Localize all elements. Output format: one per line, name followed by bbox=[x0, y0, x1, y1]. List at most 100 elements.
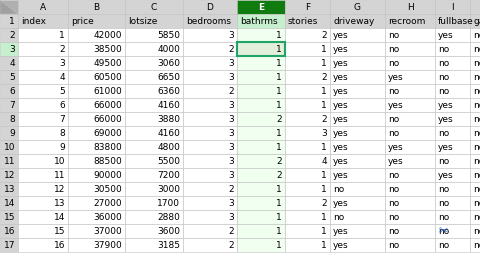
Bar bbox=[285, 140, 330, 154]
Bar bbox=[470, 168, 480, 182]
Bar bbox=[183, 168, 237, 182]
Bar bbox=[285, 14, 330, 28]
Bar bbox=[125, 140, 183, 154]
Bar bbox=[125, 56, 183, 70]
Text: E: E bbox=[258, 2, 264, 12]
Text: 69000: 69000 bbox=[93, 129, 122, 137]
Text: no: no bbox=[388, 45, 399, 53]
Text: 11: 11 bbox=[53, 170, 65, 180]
Text: no: no bbox=[438, 129, 449, 137]
Text: yes: yes bbox=[438, 114, 454, 123]
Text: 66000: 66000 bbox=[93, 114, 122, 123]
Text: 1: 1 bbox=[276, 129, 282, 137]
Text: no: no bbox=[438, 241, 449, 249]
Text: no: no bbox=[388, 198, 399, 208]
Text: 1: 1 bbox=[321, 184, 327, 194]
Bar bbox=[470, 154, 480, 168]
Text: 13: 13 bbox=[53, 198, 65, 208]
Text: 1: 1 bbox=[276, 212, 282, 221]
Text: 3880: 3880 bbox=[157, 114, 180, 123]
Text: yes: yes bbox=[333, 143, 348, 151]
Text: 6: 6 bbox=[59, 100, 65, 110]
Bar bbox=[18, 0, 68, 14]
Text: 1: 1 bbox=[321, 143, 327, 151]
Text: yes: yes bbox=[438, 143, 454, 151]
Text: no: no bbox=[438, 59, 449, 68]
Bar bbox=[237, 56, 285, 70]
Bar bbox=[470, 182, 480, 196]
Bar bbox=[470, 98, 480, 112]
Bar bbox=[470, 42, 480, 56]
Text: 2: 2 bbox=[276, 157, 282, 166]
Bar bbox=[183, 84, 237, 98]
Bar bbox=[125, 98, 183, 112]
Bar bbox=[330, 126, 385, 140]
Bar bbox=[285, 70, 330, 84]
Bar bbox=[0, 70, 18, 84]
Bar bbox=[285, 84, 330, 98]
Bar bbox=[0, 14, 18, 28]
Bar bbox=[435, 56, 470, 70]
Text: no: no bbox=[473, 170, 480, 180]
Text: B: B bbox=[94, 2, 99, 12]
Bar bbox=[0, 84, 18, 98]
Bar bbox=[330, 0, 385, 14]
Text: 1: 1 bbox=[9, 16, 15, 25]
Bar bbox=[18, 28, 68, 42]
Bar bbox=[125, 126, 183, 140]
Bar bbox=[285, 112, 330, 126]
Bar bbox=[330, 168, 385, 182]
Bar bbox=[237, 98, 285, 112]
Text: 2: 2 bbox=[228, 86, 234, 96]
Text: 6650: 6650 bbox=[157, 73, 180, 82]
Text: 1: 1 bbox=[276, 100, 282, 110]
Text: driveway: driveway bbox=[333, 16, 374, 25]
Bar bbox=[18, 196, 68, 210]
Bar bbox=[237, 70, 285, 84]
Text: no: no bbox=[473, 31, 480, 39]
Text: yes: yes bbox=[333, 227, 348, 235]
Bar bbox=[385, 28, 435, 42]
Text: 7: 7 bbox=[59, 114, 65, 123]
Bar bbox=[125, 14, 183, 28]
Text: no: no bbox=[473, 227, 480, 235]
Text: 3000: 3000 bbox=[157, 184, 180, 194]
Bar bbox=[435, 70, 470, 84]
Text: no: no bbox=[388, 241, 399, 249]
Text: 3: 3 bbox=[228, 143, 234, 151]
Text: 4000: 4000 bbox=[157, 45, 180, 53]
Text: 3600: 3600 bbox=[157, 227, 180, 235]
Text: 1: 1 bbox=[276, 73, 282, 82]
Text: 8: 8 bbox=[9, 114, 15, 123]
Text: 10: 10 bbox=[53, 157, 65, 166]
Text: no: no bbox=[388, 212, 399, 221]
Text: price: price bbox=[71, 16, 94, 25]
Text: 4: 4 bbox=[60, 73, 65, 82]
Bar bbox=[0, 196, 18, 210]
Text: bathrms: bathrms bbox=[240, 16, 277, 25]
Text: 27000: 27000 bbox=[94, 198, 122, 208]
Bar bbox=[183, 210, 237, 224]
Bar bbox=[237, 196, 285, 210]
Text: no: no bbox=[388, 86, 399, 96]
Text: no: no bbox=[438, 184, 449, 194]
Text: bedrooms: bedrooms bbox=[186, 16, 231, 25]
Bar bbox=[68, 98, 125, 112]
Bar bbox=[470, 112, 480, 126]
Bar bbox=[68, 112, 125, 126]
Text: yes: yes bbox=[388, 157, 404, 166]
Text: yes: yes bbox=[388, 73, 404, 82]
Bar bbox=[68, 126, 125, 140]
Text: no: no bbox=[438, 198, 449, 208]
Bar bbox=[183, 182, 237, 196]
Text: no: no bbox=[438, 227, 449, 235]
Bar bbox=[237, 238, 285, 252]
Text: 5: 5 bbox=[59, 86, 65, 96]
Text: 2: 2 bbox=[228, 45, 234, 53]
Bar bbox=[237, 210, 285, 224]
Bar bbox=[183, 112, 237, 126]
Text: 7: 7 bbox=[9, 100, 15, 110]
Bar bbox=[470, 210, 480, 224]
Text: no: no bbox=[473, 100, 480, 110]
Bar bbox=[435, 98, 470, 112]
